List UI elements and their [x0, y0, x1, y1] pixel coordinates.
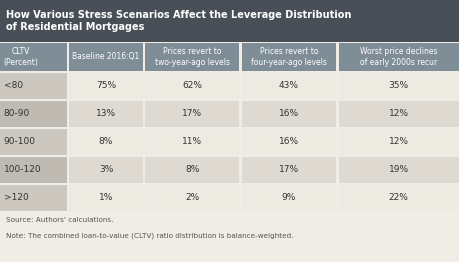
Text: 90-100: 90-100: [4, 138, 36, 146]
Text: Source: Authors' calculations.: Source: Authors' calculations.: [6, 217, 112, 223]
Text: Worst price declines
of early 2000s recur: Worst price declines of early 2000s recu…: [359, 47, 437, 67]
Text: 12%: 12%: [388, 138, 408, 146]
Text: How Various Stress Scenarios Affect the Leverage Distribution
of Residential Mor: How Various Stress Scenarios Affect the …: [6, 10, 350, 32]
Text: 62%: 62%: [182, 81, 202, 90]
Text: 100-120: 100-120: [4, 166, 41, 174]
Text: 16%: 16%: [278, 110, 298, 118]
Text: Prices revert to
four-year-ago levels: Prices revert to four-year-ago levels: [251, 47, 326, 67]
Text: <80: <80: [4, 81, 23, 90]
Text: 12%: 12%: [388, 110, 408, 118]
Text: Baseline 2016:Q1: Baseline 2016:Q1: [72, 52, 140, 62]
Text: 35%: 35%: [388, 81, 408, 90]
Text: 13%: 13%: [96, 110, 116, 118]
Text: 1%: 1%: [99, 194, 113, 203]
Text: 2%: 2%: [185, 194, 199, 203]
Text: 17%: 17%: [278, 166, 298, 174]
Text: 16%: 16%: [278, 138, 298, 146]
Text: 19%: 19%: [388, 166, 408, 174]
Text: 8%: 8%: [99, 138, 113, 146]
Text: 3%: 3%: [99, 166, 113, 174]
Text: 9%: 9%: [281, 194, 296, 203]
Text: 11%: 11%: [182, 138, 202, 146]
Text: 22%: 22%: [388, 194, 408, 203]
Text: Note: The combined loan-to-value (CLTV) ratio distribution is balance-weighted.: Note: The combined loan-to-value (CLTV) …: [6, 233, 292, 239]
Text: 17%: 17%: [182, 110, 202, 118]
Text: 75%: 75%: [96, 81, 116, 90]
Text: 8%: 8%: [185, 166, 199, 174]
Text: 80-90: 80-90: [4, 110, 30, 118]
Text: 43%: 43%: [278, 81, 298, 90]
Text: >120: >120: [4, 194, 28, 203]
Text: CLTV
(Percent): CLTV (Percent): [4, 47, 39, 67]
Text: Prices revert to
two-year-ago levels: Prices revert to two-year-ago levels: [154, 47, 230, 67]
